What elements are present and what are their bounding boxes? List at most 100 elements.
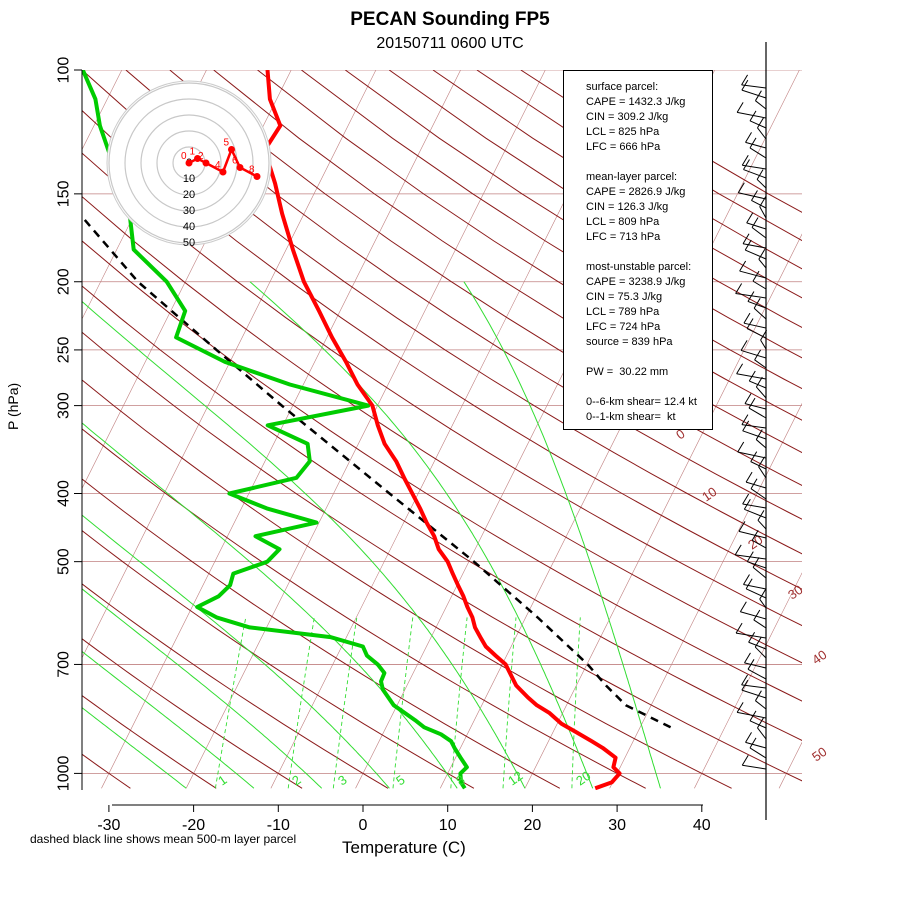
y-tick-label: 150 <box>56 180 73 207</box>
dewpoint-profile-line <box>82 70 469 790</box>
wind-barb-flag <box>745 471 753 483</box>
wind-barb <box>759 598 767 609</box>
parameter-line <box>586 350 712 365</box>
mixing-ratio-label: 1 <box>215 772 230 788</box>
wind-barb-flag <box>752 270 760 282</box>
wind-barb-flag <box>758 248 766 260</box>
wind-barb <box>743 322 767 329</box>
dry-adiabat <box>82 195 802 664</box>
mixing-ratio-label: 3 <box>335 772 350 788</box>
wind-barb <box>741 84 767 89</box>
mixing-ratio-line <box>571 617 581 789</box>
wind-barb <box>749 147 767 159</box>
wind-barb-flag <box>735 283 743 294</box>
wind-barb-flag <box>752 557 760 568</box>
parameter-line: CAPE = 1432.3 J/kg <box>586 96 686 108</box>
wind-barb <box>753 619 767 629</box>
wind-barb-flag <box>744 652 751 664</box>
wind-barb-flag <box>741 679 749 691</box>
wind-barb <box>744 403 767 410</box>
wind-barb-flag <box>743 159 750 170</box>
wind-barb-flag <box>750 451 758 462</box>
wind-barb-flag <box>760 329 768 341</box>
wind-barb-flag <box>755 429 763 440</box>
dry-adiabat <box>82 428 646 789</box>
wind-barb-flag <box>736 102 744 113</box>
parameter-line: 0--6-km shear= 12.4 kt <box>586 396 697 408</box>
wind-barb-flag <box>754 636 762 648</box>
parameter-line: CIN = 309.2 J/kg <box>586 111 669 123</box>
wind-barb <box>758 466 767 479</box>
wind-barb <box>737 111 767 119</box>
temperature-profile-line <box>262 70 622 790</box>
wind-barb <box>757 127 767 140</box>
moist-adiabat <box>249 281 594 789</box>
dry-adiabat <box>82 530 475 789</box>
wind-barb-flag <box>754 690 762 701</box>
wind-barb-flag <box>746 318 754 329</box>
moist-adiabat <box>82 650 255 789</box>
wind-barb <box>743 583 767 590</box>
wind-barb <box>751 539 767 549</box>
isotherm-line <box>609 402 802 789</box>
wind-barb <box>750 488 767 500</box>
wind-barb <box>740 349 767 359</box>
mixing-ratio-label: 12 <box>505 768 525 789</box>
wind-barb <box>748 407 767 419</box>
y-tick-label: 100 <box>56 57 73 84</box>
wind-barb <box>755 100 767 110</box>
wind-barb <box>754 359 767 369</box>
wind-barb <box>747 300 767 309</box>
hodograph-ring <box>156 130 222 196</box>
wind-barb <box>742 503 767 509</box>
hodograph-point-label: 2 <box>198 151 204 162</box>
wind-barb <box>741 684 767 689</box>
wind-barb-flag <box>757 717 764 729</box>
dry-adiabat <box>82 331 802 782</box>
wind-barb <box>744 662 767 669</box>
parameter-line: CIN = 126.3 J/kg <box>586 201 669 213</box>
wind-barb <box>737 711 767 719</box>
dry-adiabat-label: 50 <box>809 744 829 765</box>
wind-barb-flag <box>759 588 767 600</box>
parameter-line: CAPE = 3238.9 J/kg <box>586 276 686 288</box>
wind-barb <box>755 386 767 399</box>
wind-barb-flag <box>749 110 757 122</box>
dry-adiabat <box>213 70 802 454</box>
hodograph-point <box>236 164 244 171</box>
wind-barb-flag <box>745 132 752 143</box>
x-tick-label: 0 <box>359 817 368 834</box>
hodograph-ring <box>108 82 270 244</box>
parameter-line: most-unstable parcel: <box>586 261 692 273</box>
moist-adiabat <box>82 588 323 789</box>
y-tick-label: 400 <box>56 480 73 507</box>
y-tick-label: 250 <box>56 336 73 363</box>
wind-barb-flag <box>743 574 750 585</box>
dry-adiabat <box>82 109 802 590</box>
hodograph-ring-label: 40 <box>183 221 195 233</box>
hodograph-ring-label: 10 <box>183 173 195 185</box>
wind-barb-flag <box>737 441 745 453</box>
y-tick-label: 700 <box>56 651 73 678</box>
hodograph-ring-label: 30 <box>183 205 195 217</box>
dry-adiabat <box>82 379 732 789</box>
hodograph-point-label: 8 <box>249 165 255 176</box>
wind-barb <box>754 646 767 659</box>
wind-barb <box>749 720 767 729</box>
wind-barb <box>751 200 767 209</box>
wind-barb-flag <box>734 544 742 556</box>
parameter-line <box>586 155 712 170</box>
wind-barb-flag <box>759 196 767 207</box>
hodograph-ring-label: 50 <box>183 237 195 249</box>
x-tick-label: -30 <box>97 817 120 834</box>
mixing-ratio-label: 5 <box>393 772 408 788</box>
isotherm-line <box>185 70 546 789</box>
x-tick-label: -10 <box>267 817 290 834</box>
x-tick-label: 30 <box>608 817 626 834</box>
chart-title: PECAN Sounding FP5 <box>350 9 550 30</box>
hodograph-point <box>228 146 235 153</box>
wind-barb <box>742 430 767 440</box>
wind-barb <box>749 120 767 129</box>
mixing-ratio-line <box>214 617 247 789</box>
